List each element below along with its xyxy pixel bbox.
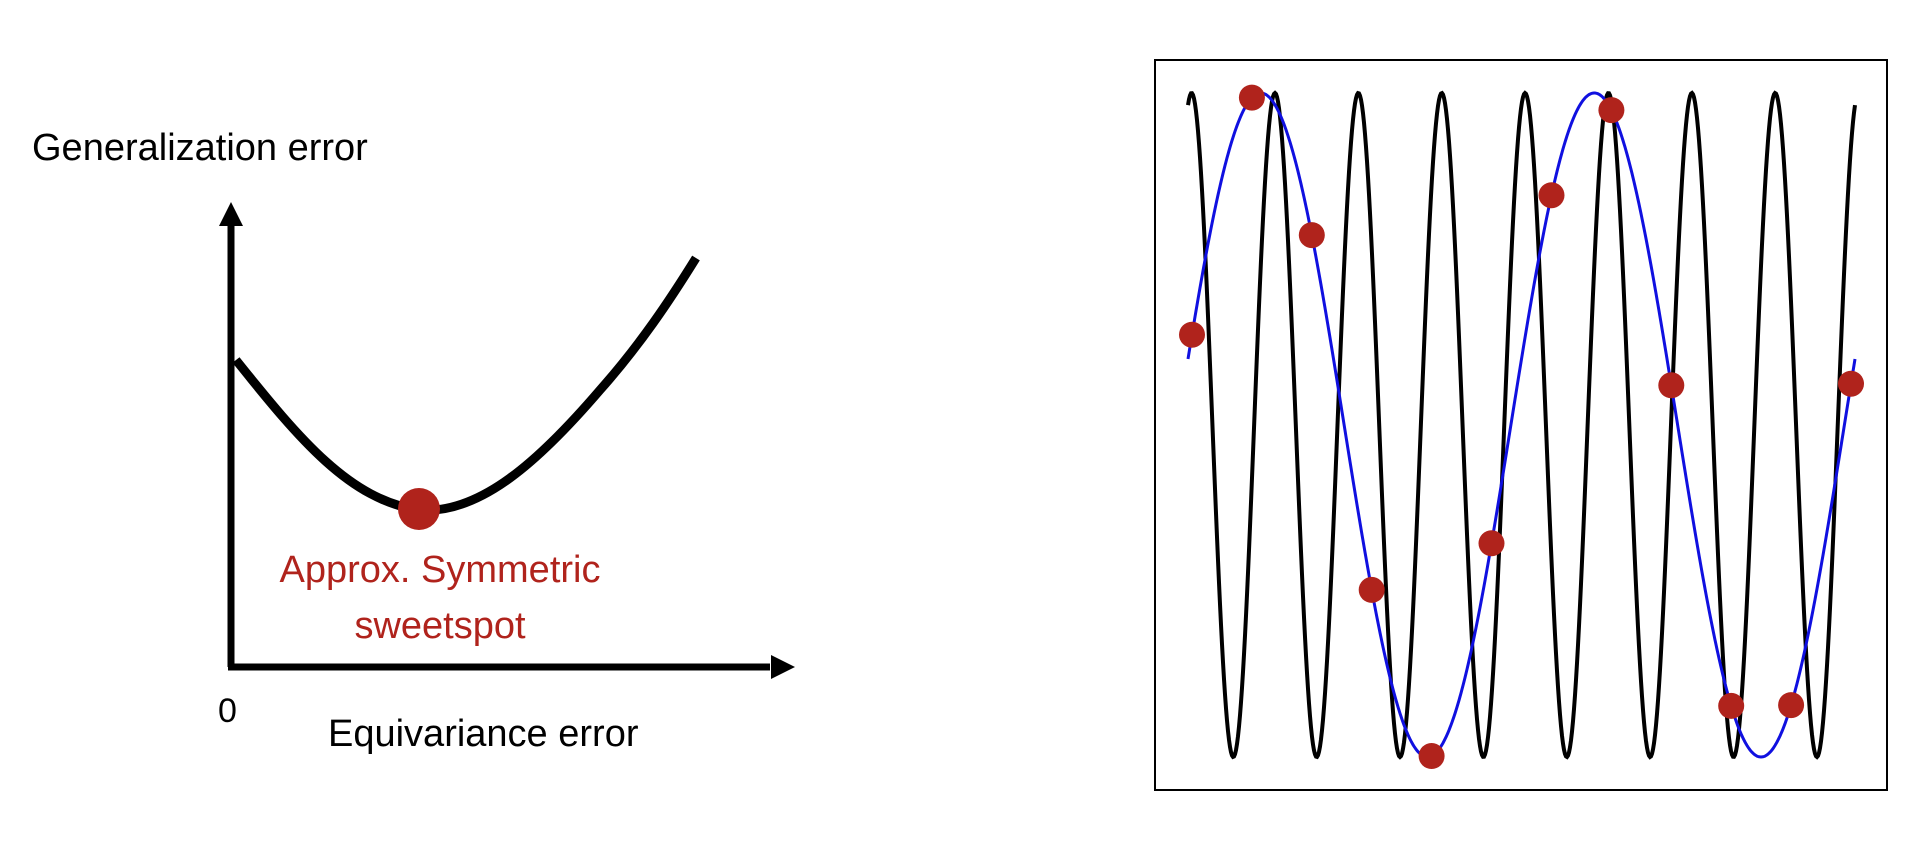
origin-label: 0 [218, 692, 237, 730]
plot-frame [1154, 59, 1888, 791]
sample-point [1838, 370, 1864, 397]
x-axis-arrowhead [771, 655, 795, 679]
sample-point [1538, 182, 1565, 209]
sample-point [1658, 372, 1685, 399]
sample-point [1238, 84, 1265, 111]
sweetspot-marker [398, 488, 440, 530]
sample-point [1718, 692, 1745, 719]
sample-point [1418, 743, 1445, 769]
low-frequency-wave [1186, 91, 1857, 759]
y-axis-label: Generalization error [32, 127, 368, 169]
error-curve [232, 255, 700, 515]
sample-points [1179, 84, 1864, 769]
y-axis-arrowhead [219, 202, 243, 226]
sweetspot-label-line2: sweetspot [354, 605, 526, 647]
sample-point [1478, 530, 1505, 557]
aliasing-diagram [1154, 59, 1888, 791]
sample-point [1598, 97, 1625, 124]
sample-point [1179, 321, 1205, 348]
high-frequency-wave [1186, 90, 1857, 760]
sample-point [1358, 576, 1385, 603]
sample-point [1778, 692, 1805, 719]
sweetspot-label-line1: Approx. Symmetric [280, 549, 601, 591]
tradeoff-diagram: Generalization error 0 Equivariance erro… [32, 127, 795, 755]
sample-point [1298, 222, 1325, 249]
x-axis-label: Equivariance error [328, 713, 639, 755]
